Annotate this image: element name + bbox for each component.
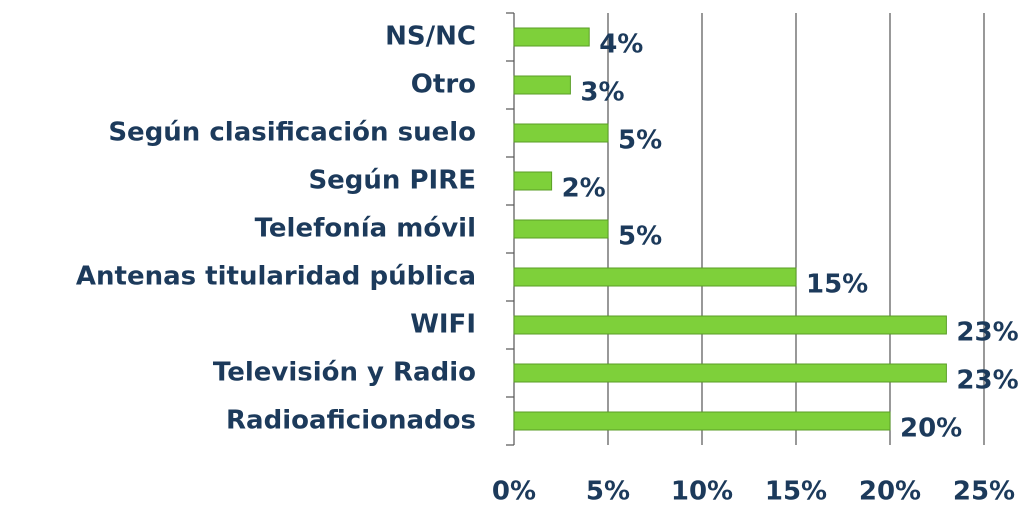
- y-tick-label: Radioaficionados: [226, 406, 476, 436]
- data-label: 23%: [956, 318, 1018, 348]
- data-label: 15%: [806, 270, 868, 300]
- y-tick-label: Según PIRE: [308, 166, 476, 196]
- x-tick-label: 5%: [586, 477, 630, 507]
- x-tick-label: 10%: [671, 477, 733, 507]
- y-tick-label: Televisión y Radio: [213, 358, 476, 388]
- y-tick-label: Según clasificación suelo: [108, 118, 476, 148]
- y-tick-label: Telefonía móvil: [255, 214, 476, 244]
- data-label: 5%: [618, 126, 662, 156]
- y-tick-label: Otro: [411, 70, 476, 100]
- data-label: 3%: [580, 78, 624, 108]
- x-tick-label: 25%: [953, 477, 1015, 507]
- data-label: 20%: [900, 414, 962, 444]
- data-label: 23%: [956, 366, 1018, 396]
- y-tick-label: WIFI: [410, 310, 476, 340]
- data-label: 5%: [618, 222, 662, 252]
- bar: [513, 267, 797, 287]
- bar: [513, 411, 891, 431]
- bar: [513, 315, 947, 335]
- x-tick-label: 15%: [765, 477, 827, 507]
- bar: [513, 363, 947, 383]
- data-label: 4%: [599, 30, 643, 60]
- y-tick-label: NS/NC: [385, 22, 476, 52]
- bar: [513, 219, 609, 239]
- bar: [513, 171, 553, 191]
- data-label: 2%: [562, 174, 606, 204]
- bar: [513, 27, 590, 47]
- x-tick-label: 20%: [859, 477, 921, 507]
- y-tick-label: Antenas titularidad pública: [76, 262, 476, 292]
- bar: [513, 75, 571, 95]
- bar: [513, 123, 609, 143]
- x-tick-label: 0%: [492, 477, 536, 507]
